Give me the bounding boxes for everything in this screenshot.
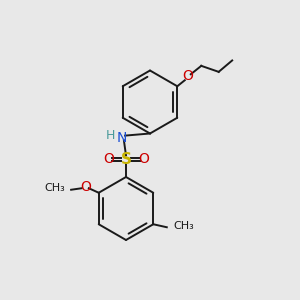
Text: N: N bbox=[116, 131, 127, 145]
Text: CH₃: CH₃ bbox=[173, 221, 194, 231]
Text: H: H bbox=[105, 129, 115, 142]
Text: O: O bbox=[103, 152, 114, 166]
Text: CH₃: CH₃ bbox=[44, 183, 65, 193]
Text: S: S bbox=[121, 152, 131, 166]
Text: O: O bbox=[80, 180, 91, 194]
Text: O: O bbox=[138, 152, 149, 166]
Text: O: O bbox=[182, 69, 193, 83]
